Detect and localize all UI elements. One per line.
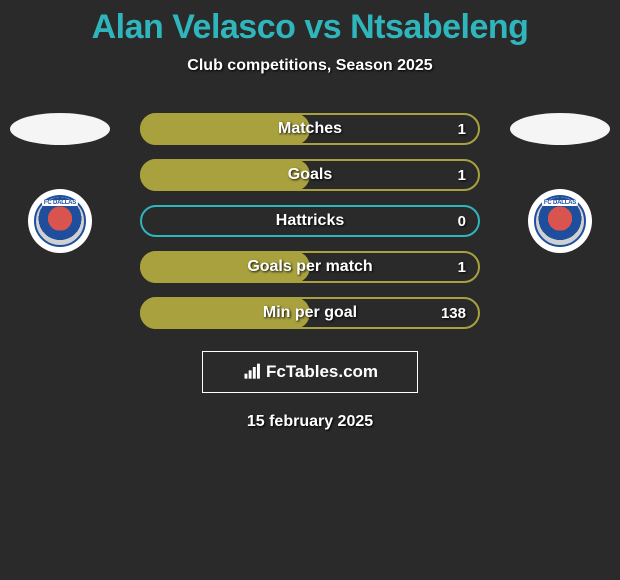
stat-fill [140,159,310,191]
stat-value-right: 1 [458,259,466,276]
comparison-panel: FC DALLAS FC DALLAS Matches 1 Goals 1 Hattri… [0,113,620,431]
vs-text: vs [304,8,341,46]
stat-row: Hattricks 0 [140,205,480,237]
page-title: Alan Velasco vs Ntsabeleng [0,0,620,47]
brand-text: FcTables.com [266,362,378,382]
player-right-club-label: FC DALLAS [542,200,578,206]
player-left-club-label: FC DALLAS [42,200,78,206]
player-right-column: FC DALLAS [510,113,610,253]
bar-chart-icon [242,362,262,382]
stat-label: Goals [288,166,332,184]
player-right-name: Ntsabeleng [350,8,528,46]
stat-label: Goals per match [247,258,372,276]
stat-value-right: 1 [458,121,466,138]
comparison-bars: Matches 1 Goals 1 Hattricks 0 Goals per match 1… [140,113,480,329]
footer-date: 15 february 2025 [0,413,620,431]
stat-label: Hattricks [276,212,344,230]
stat-row: Goals 1 [140,159,480,191]
player-left-name: Alan Velasco [92,8,296,46]
stat-value-right: 138 [441,305,466,322]
stat-label: Min per goal [263,304,357,322]
brand-box: FcTables.com [202,351,418,393]
stat-label: Matches [278,120,342,138]
stat-row: Goals per match 1 [140,251,480,283]
player-right-club-badge: FC DALLAS [528,189,592,253]
stat-value-right: 1 [458,167,466,184]
stat-row: Min per goal 138 [140,297,480,329]
player-left-club-badge: FC DALLAS [28,189,92,253]
player-left-avatar [10,113,110,145]
stat-row: Matches 1 [140,113,480,145]
player-left-column: FC DALLAS [10,113,110,253]
player-right-avatar [510,113,610,145]
stat-value-right: 0 [458,213,466,230]
subtitle: Club competitions, Season 2025 [0,57,620,75]
